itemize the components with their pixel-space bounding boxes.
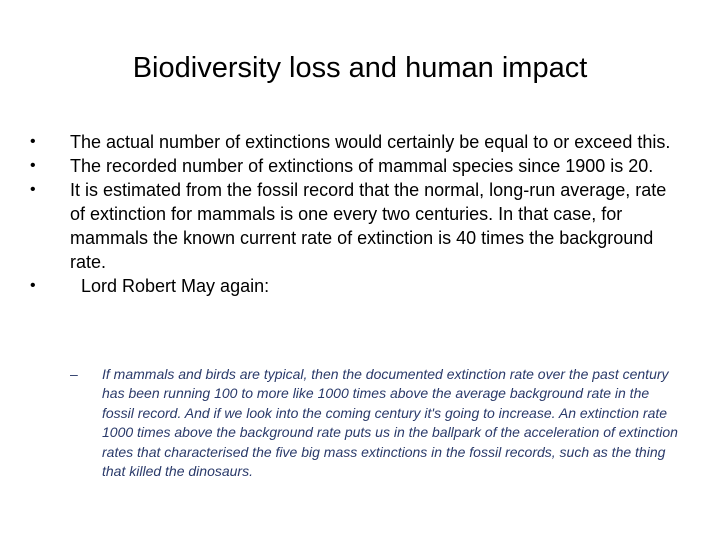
bullet-text: The actual number of extinctions would c…: [70, 132, 671, 152]
quote-text: If mammals and birds are typical, then t…: [102, 366, 678, 480]
sub-bullet-list: – If mammals and birds are typical, then…: [70, 365, 680, 481]
slide-title: Biodiversity loss and human impact: [132, 52, 588, 84]
bullet-item: • The recorded number of extinctions of …: [30, 154, 680, 178]
bullet-list: • The actual number of extinctions would…: [30, 130, 680, 298]
bullet-marker: •: [30, 133, 36, 150]
bullet-marker: •: [30, 181, 36, 198]
bullet-text: The recorded number of extinctions of ma…: [70, 156, 654, 176]
sub-bullet-marker: –: [70, 366, 78, 382]
bullet-marker: •: [30, 277, 36, 294]
quote-item: – If mammals and birds are typical, then…: [70, 365, 680, 481]
bullet-item: • It is estimated from the fossil record…: [30, 178, 680, 274]
bullet-text: Lord Robert May again:: [81, 276, 270, 296]
bullet-text: It is estimated from the fossil record t…: [70, 180, 667, 272]
bullet-marker: •: [30, 157, 36, 174]
bullet-item: • The actual number of extinctions would…: [30, 130, 680, 154]
bullet-item: • Lord Robert May again:: [30, 274, 680, 298]
